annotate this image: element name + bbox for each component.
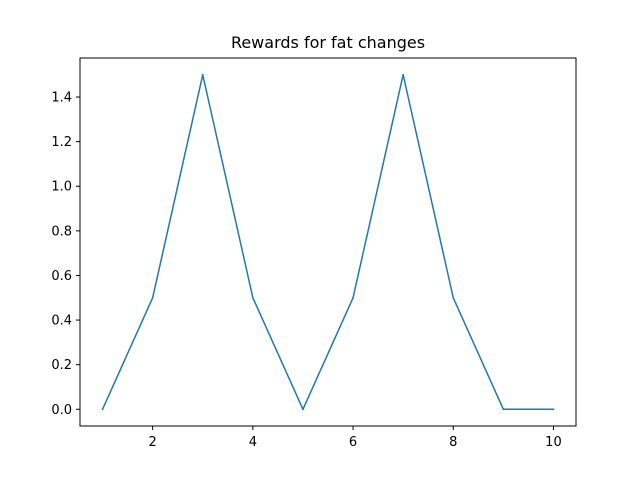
x-tick-label: 2	[149, 435, 157, 450]
x-tick-label: 8	[449, 435, 457, 450]
y-tick-label: 1.2	[51, 135, 72, 150]
y-tick-label: 0.2	[51, 358, 72, 373]
data-point	[101, 408, 104, 411]
data-point	[452, 296, 455, 299]
y-tick-label: 0.8	[51, 224, 72, 239]
y-tick-label: 0.0	[51, 403, 72, 418]
data-point	[201, 73, 204, 76]
data-point	[352, 296, 354, 299]
data-point	[302, 408, 304, 411]
chart-title: Rewards for fat changes	[230, 33, 426, 52]
x-axis: 2 4 6 8 10	[149, 426, 562, 450]
plot-frame	[79, 57, 577, 427]
points-layer	[101, 73, 555, 411]
y-tick-label: 1.0	[51, 180, 72, 195]
x-tick-label: 10	[545, 435, 562, 450]
data-point	[252, 296, 254, 299]
plot-area	[80, 58, 576, 426]
data-point	[552, 408, 555, 411]
series-layer	[101, 73, 555, 411]
series-line	[101, 73, 555, 411]
y-axis: 0.0 0.2 0.4 0.6 0.8 1.0 1.2 1.4	[51, 91, 80, 418]
data-point	[402, 73, 404, 76]
data-point	[151, 296, 154, 299]
x-tick-label: 6	[349, 435, 357, 450]
data-point	[502, 408, 505, 411]
y-tick-label: 0.6	[51, 269, 72, 284]
y-tick-label: 0.4	[51, 314, 72, 329]
x-tick-label: 4	[249, 435, 257, 450]
y-tick-label: 1.4	[51, 91, 72, 106]
